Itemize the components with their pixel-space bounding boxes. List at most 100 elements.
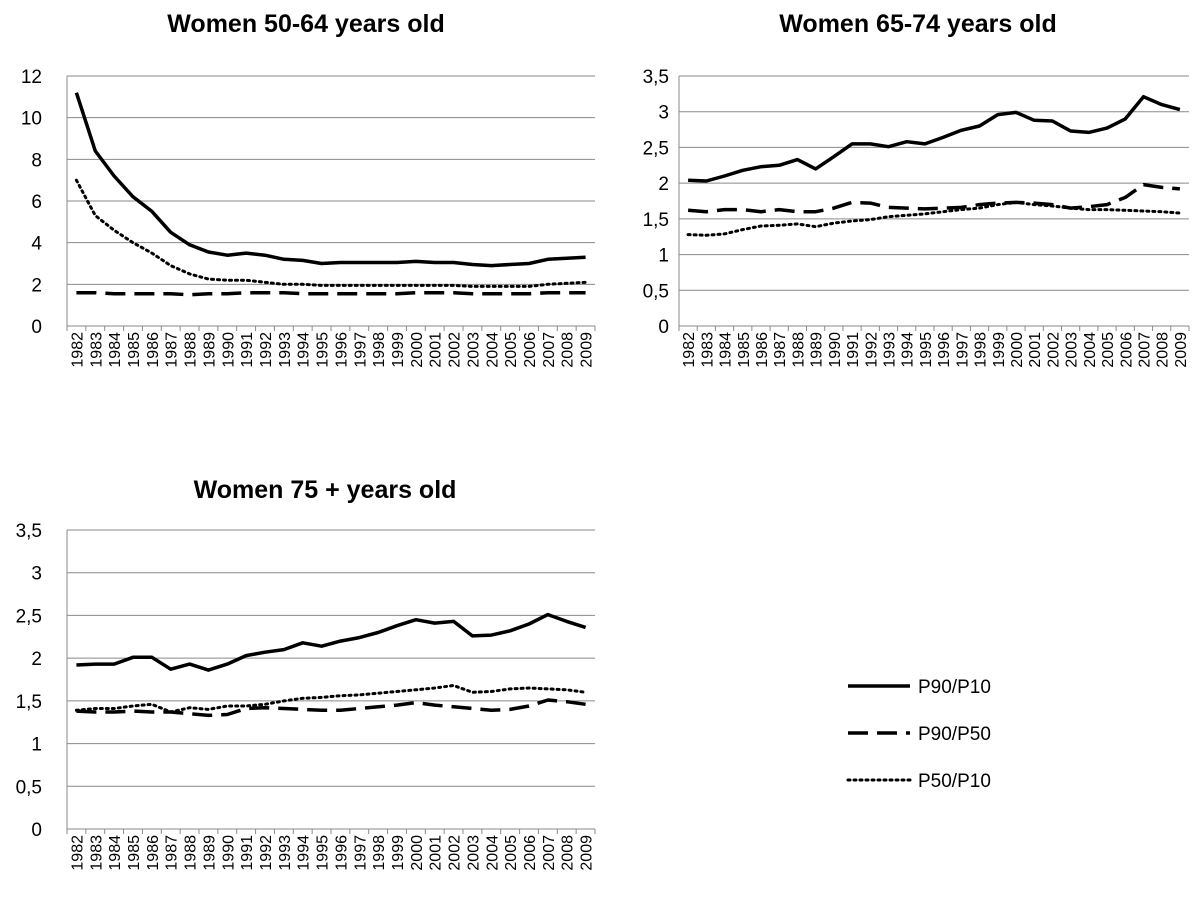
chart3-x-tick-label: 1982 — [69, 835, 86, 871]
chart1-y-tick-label: 0 — [31, 317, 42, 338]
chart2-x-tick-label: 1992 — [863, 332, 880, 368]
chart3-series-p50-p10-line — [74, 684, 588, 714]
chart3-x-tick-label: 1989 — [201, 835, 218, 871]
chart1-x-tick-label: 1983 — [88, 332, 105, 368]
chart2-x-tick-label: 2000 — [1009, 332, 1026, 368]
chart1-x-tick-label: 2005 — [503, 332, 520, 368]
chart2-x-tick-label: 1998 — [973, 332, 990, 368]
chart3-series-p90-p10-line — [76, 612, 587, 672]
chart2-x-tick-label: 1990 — [827, 332, 844, 368]
chart3-y-tick-label: 0 — [31, 820, 42, 841]
chart3-x-tick-label: 1999 — [390, 835, 407, 871]
chart2-x-tick-label: 1989 — [809, 332, 826, 368]
chart2-x-tick-label: 2009 — [1173, 332, 1190, 368]
chart3-x-tick-label: 1990 — [220, 835, 237, 871]
chart3-x-tick-label: 1985 — [126, 835, 143, 871]
chart2-x-tick-label: 1997 — [954, 332, 971, 368]
chart2-x-tick-label: 1994 — [900, 332, 917, 368]
chart2-x-tick-label: 2008 — [1155, 332, 1172, 368]
chart2-y-tick-label: 3 — [658, 103, 669, 124]
chart1-y-tick-label: 12 — [21, 67, 42, 88]
chart1-x-tick-label: 2001 — [428, 332, 445, 368]
chart1-x-tick-label: 1995 — [315, 332, 332, 368]
chart3-y-tick-label: 2,5 — [16, 606, 42, 627]
chart1-y-tick-label: 10 — [21, 109, 42, 130]
chart1-x-tick-label: 2008 — [560, 332, 577, 368]
chart2-series-p90-p10-line — [688, 94, 1181, 183]
chart3-x-tick-label: 2003 — [465, 835, 482, 871]
chart2-y-tick-label: 0 — [658, 317, 669, 338]
chart1-x-tick-label: 1989 — [201, 332, 218, 368]
chart1-x-tick-label: 1984 — [107, 332, 124, 368]
chart3-x-tick-label: 2006 — [522, 835, 539, 871]
chart1-x-tick-label: 1994 — [296, 332, 313, 368]
legend: P90/P10 P90/P50 P50/P10 — [846, 677, 991, 792]
chart1-x-tick-label: 1998 — [371, 332, 388, 368]
chart1-x-tick-label: 1993 — [277, 332, 294, 368]
chart1-x-tick-label: 1988 — [183, 332, 200, 368]
chart1-x-tick-label: 2003 — [465, 332, 482, 368]
chart3-x-tick-label: 1992 — [258, 835, 275, 871]
chart1-x-tick-label: 2006 — [522, 332, 539, 368]
chart2-x-tick-label: 2007 — [1136, 332, 1153, 368]
chart1-x-tick-label: 1992 — [258, 332, 275, 368]
chart3-x-tick-label: 1988 — [183, 835, 200, 871]
chart2-x-tick-label: 1993 — [881, 332, 898, 368]
chart3-x-tick-label: 1983 — [88, 835, 105, 871]
chart3-title: Women 75 + years old — [194, 476, 457, 504]
chart3-x-tick-label: 1986 — [145, 835, 162, 871]
chart2-x-tick-label: 1984 — [718, 332, 735, 368]
chart1-title: Women 50-64 years old — [167, 10, 444, 38]
chart3-x-tick-label: 1994 — [296, 835, 313, 871]
chart2-x-tick-label: 1985 — [736, 332, 753, 368]
chart2-y-tick-label: 2,5 — [643, 138, 669, 159]
chart1-x-tick-label: 1987 — [164, 332, 181, 368]
chart3-x-tick-label: 1997 — [352, 835, 369, 871]
chart1-x-tick-label: 2002 — [447, 332, 464, 368]
chart2-x-tick-label: 2003 — [1064, 332, 1081, 368]
chart2-title: Women 65-74 years old — [779, 10, 1056, 38]
chart2-y-tick-label: 1,5 — [643, 210, 669, 231]
chart-panel-women-65-74: Women 65-74 years old 0 0,5 1 1,5 2 2,5 3 3,5 198… — [643, 10, 1190, 368]
chart1-x-tick-label: 2009 — [579, 332, 596, 368]
chart1-x-tick-label: 2007 — [541, 332, 558, 368]
chart2-x-tick-label: 2001 — [1027, 332, 1044, 368]
chart2-x-tick-label: 1983 — [699, 332, 716, 368]
chart2-x-tick-label: 1982 — [681, 332, 698, 368]
chart2-x-tick-label: 1988 — [790, 332, 807, 368]
chart1-x-tick-label: 1990 — [220, 332, 237, 368]
chart3-x-tick-label: 2007 — [541, 835, 558, 871]
chart2-x-tick-label: 1999 — [991, 332, 1008, 368]
legend-label-p90-p50: P90/P50 — [918, 724, 991, 745]
chart3-x-tick-label: 1991 — [239, 835, 256, 871]
chart1-series-p50-p10-line — [74, 178, 588, 288]
chart3-y-tick-label: 3,5 — [16, 521, 42, 542]
chart3-y-tick-label: 1,5 — [16, 692, 42, 713]
chart2-x-tick-label: 2006 — [1118, 332, 1135, 368]
chart3-x-tick-label: 2004 — [484, 835, 501, 871]
chart3-x-tick-label: 1987 — [164, 835, 181, 871]
chart2-x-tick-label: 1996 — [936, 332, 953, 368]
chart2-y-tick-label: 2 — [658, 174, 669, 195]
chart3-y-tick-label: 0,5 — [16, 777, 42, 798]
chart3-x-tick-label: 2002 — [447, 835, 464, 871]
chart1-x-tick-label: 2004 — [484, 332, 501, 368]
chart3-x-tick-label: 1998 — [371, 835, 388, 871]
chart2-x-tick-label: 2005 — [1100, 332, 1117, 368]
chart2-x-tick-label: 2004 — [1082, 332, 1099, 368]
chart2-x-tick-label: 1986 — [754, 332, 771, 368]
chart1-x-tick-label: 1997 — [352, 332, 369, 368]
chart3-x-tick-label: 2008 — [560, 835, 577, 871]
chart3-y-tick-label: 1 — [31, 735, 42, 756]
chart3-x-tick-label: 1984 — [107, 835, 124, 871]
chart1-x-tick-label: 1982 — [69, 332, 86, 368]
chart3-x-tick-label: 2001 — [428, 835, 445, 871]
chart1-x-tick-label: 1999 — [390, 332, 407, 368]
chart1-x-tick-label: 1996 — [333, 332, 350, 368]
chart2-x-tick-label: 2002 — [1045, 332, 1062, 368]
chart3-series-p90-p50-line — [76, 698, 586, 718]
chart3-y-tick-label: 3 — [31, 564, 42, 585]
chart3-y-tick-label: 2 — [31, 649, 42, 670]
chart1-y-tick-label: 2 — [31, 275, 42, 296]
